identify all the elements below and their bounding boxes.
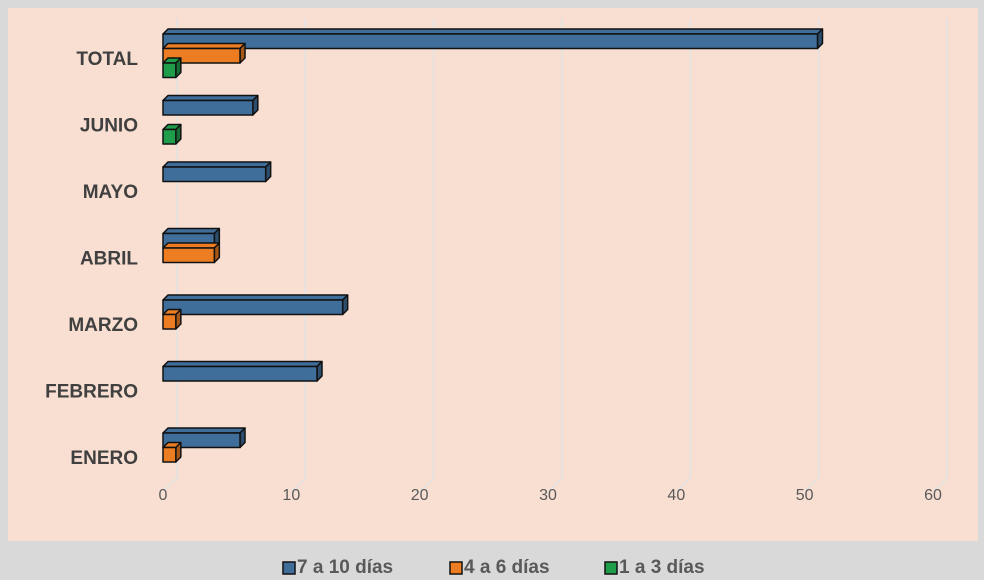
x-tick-label: 30: [539, 487, 557, 504]
bar: [162, 294, 349, 316]
y-tick-label: JUNIO: [80, 116, 138, 137]
bar: [162, 42, 246, 64]
grid-line: [804, 18, 820, 493]
x-tick-label: 40: [667, 487, 685, 504]
legend-label: 7 a 10 días: [297, 557, 393, 578]
bar-front: [162, 99, 254, 116]
bar-front: [162, 128, 177, 145]
bar-front: [162, 247, 216, 264]
bar-front: [162, 33, 819, 50]
y-tick-label: TOTAL: [76, 49, 138, 70]
grid-line: [675, 18, 692, 493]
bar: [162, 123, 182, 145]
legend-swatch: [604, 561, 618, 575]
bar: [162, 161, 272, 183]
bar-front: [162, 47, 241, 64]
bar: [162, 308, 182, 330]
y-tick-label: ABRIL: [80, 249, 138, 270]
grid-line: [290, 18, 307, 493]
legend-label: 1 a 3 días: [619, 557, 705, 578]
bar-front: [162, 299, 344, 316]
bar-front: [162, 432, 241, 449]
x-tick-label: 10: [282, 487, 300, 504]
x-tick-label: 20: [411, 487, 429, 504]
bar-front: [162, 62, 177, 79]
bar: [162, 360, 323, 382]
x-tick-label: 60: [924, 487, 942, 504]
legend-swatch: [282, 561, 296, 575]
x-tick-label: 50: [796, 487, 814, 504]
y-tick-label: MARZO: [68, 315, 138, 336]
plot-area: [8, 8, 978, 541]
legend-label: 4 a 6 días: [464, 557, 550, 578]
y-tick-label: ENERO: [70, 448, 138, 469]
bar: [162, 28, 824, 50]
bar: [162, 242, 221, 264]
bar-front: [162, 313, 177, 330]
grid-line: [419, 18, 435, 493]
grid-line: [932, 18, 948, 493]
bar: [162, 57, 182, 79]
y-tick-label: MAYO: [83, 182, 138, 203]
bar: [162, 441, 182, 463]
bar: [162, 427, 246, 449]
grid-line: [547, 18, 563, 493]
legend-swatch: [449, 561, 463, 575]
y-tick-label: FEBRERO: [45, 382, 138, 403]
bar-front: [162, 446, 177, 463]
bar: [162, 94, 259, 116]
bar-front: [162, 166, 267, 183]
x-tick-label: 0: [159, 487, 168, 504]
bar-front: [162, 365, 318, 382]
